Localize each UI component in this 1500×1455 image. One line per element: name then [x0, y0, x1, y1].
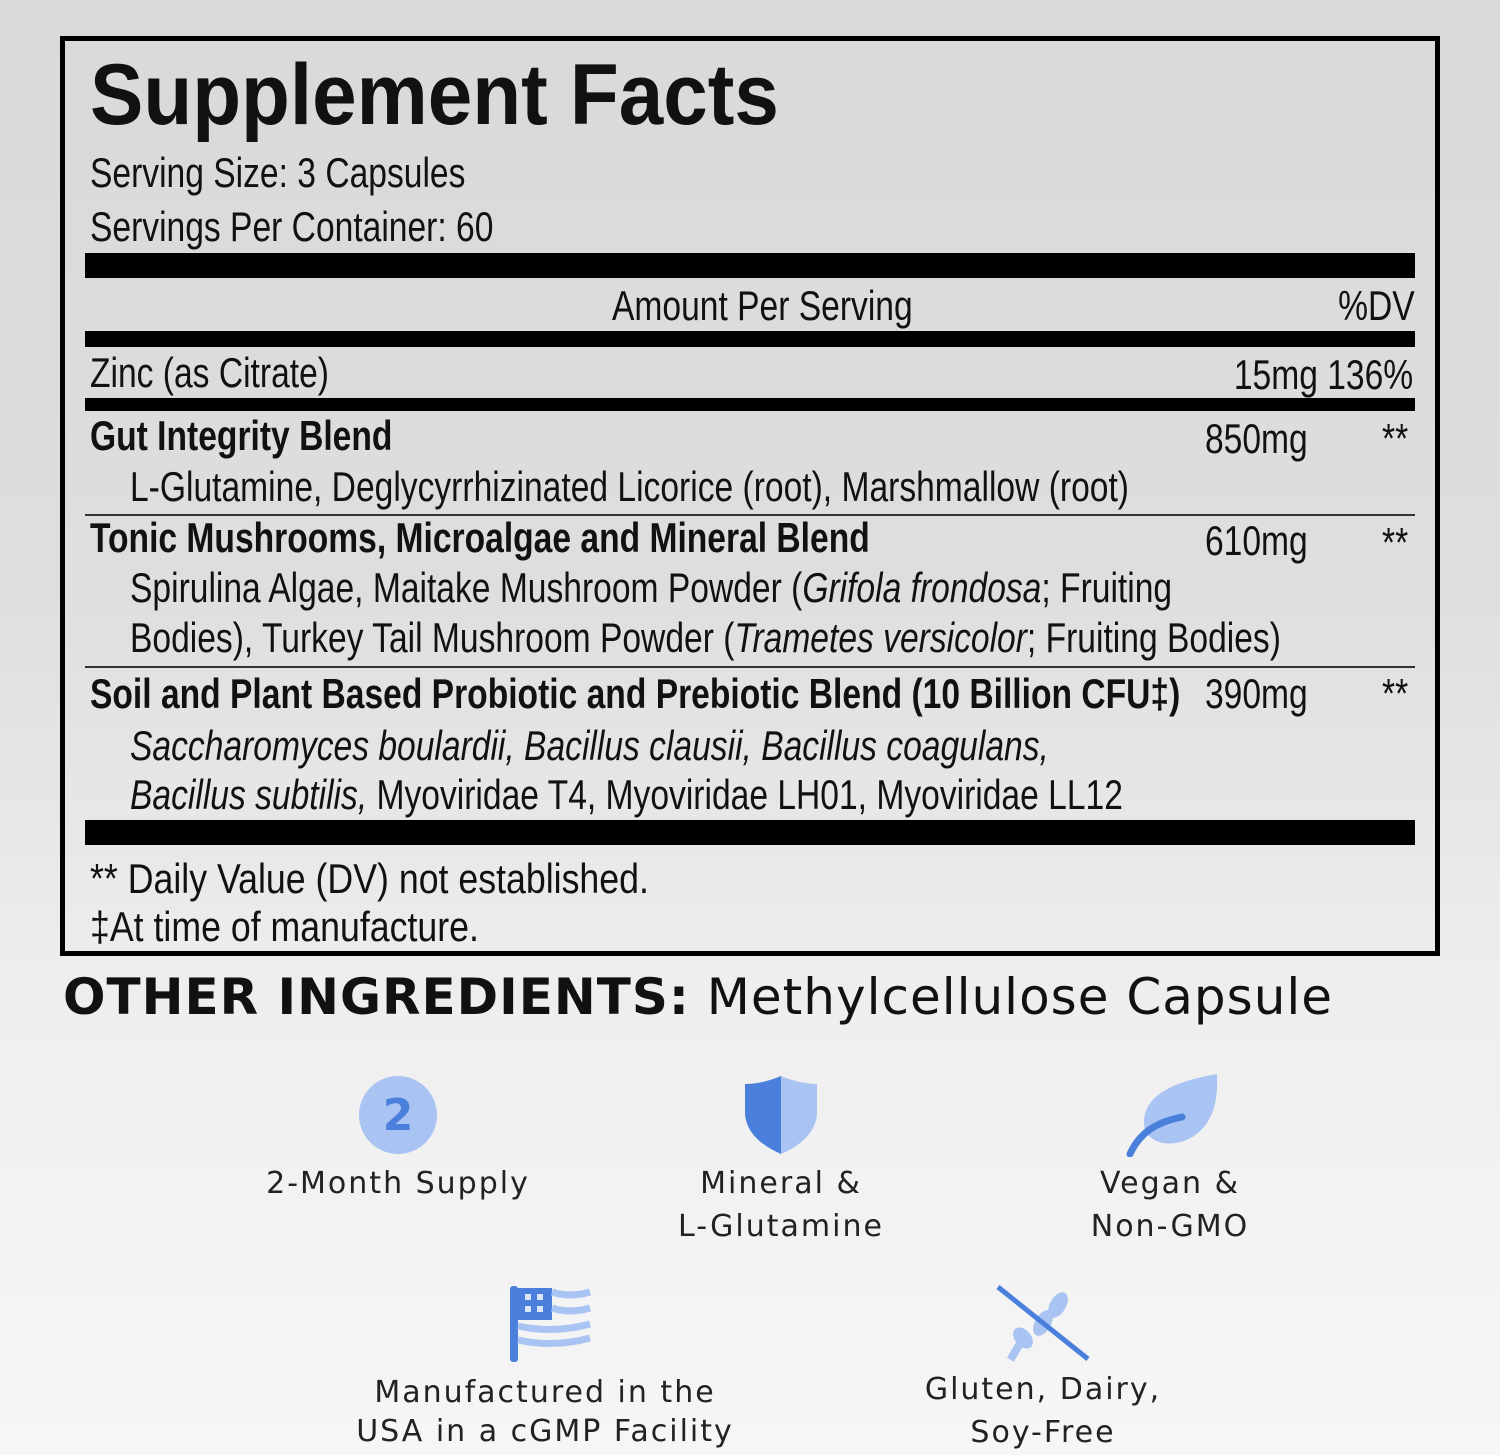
panel-title: Supplement Facts — [90, 47, 779, 143]
blend-dv: ** — [1382, 519, 1409, 566]
footnote-dv: ** Daily Value (DV) not established. — [90, 855, 649, 902]
blend-amount: 850mg — [1205, 415, 1308, 462]
thick-divider — [85, 820, 1415, 845]
us-flag-icon — [510, 1286, 592, 1362]
blend-ingredients: Bacillus subtilis, Myoviridae T4, Myovir… — [130, 771, 1123, 818]
medium-divider — [85, 331, 1415, 347]
medium-divider — [85, 398, 1415, 411]
badge-label-mineral: Mineral & L-Glutamine — [678, 1166, 884, 1244]
zinc-name: Zinc (as Citrate) — [90, 349, 329, 396]
dv-header: %DV — [1338, 282, 1415, 329]
badge-label-allergen-free: Gluten, Dairy, Soy-Free — [924, 1372, 1162, 1450]
shield-icon — [745, 1076, 817, 1154]
blend-ingredients: Saccharomyces boulardii, Bacillus clausi… — [130, 722, 1049, 769]
no-wheat-icon — [996, 1285, 1090, 1362]
thin-divider — [85, 514, 1415, 516]
blend-amount: 610mg — [1205, 517, 1308, 564]
blend-name: Soil and Plant Based Probiotic and Prebi… — [90, 670, 1181, 717]
thick-divider — [85, 253, 1415, 278]
leaf-icon — [1126, 1074, 1218, 1157]
badge-label-usa: Manufactured in the USA in a cGMP Facilit… — [356, 1375, 734, 1449]
blend-amount: 390mg — [1205, 670, 1308, 717]
servings-per-container: Servings Per Container: 60 — [90, 203, 494, 250]
blend-name: Tonic Mushrooms, Microalgae and Mineral … — [90, 514, 870, 561]
number-2-circle-icon: 2 — [359, 1076, 437, 1154]
serving-size: Serving Size: 3 Capsules — [90, 149, 466, 196]
blend-name: Gut Integrity Blend — [90, 412, 393, 459]
zinc-amount: 15mg 136% — [1233, 351, 1413, 398]
blend-ingredients: Spirulina Algae, Maitake Mushroom Powder… — [130, 564, 1173, 611]
supplement-facts-panel — [60, 36, 1440, 956]
blend-ingredients: L-Glutamine, Deglycyrrhizinated Licorice… — [130, 463, 1129, 510]
blend-dv: ** — [1382, 670, 1409, 717]
blend-ingredients: Bodies), Turkey Tail Mushroom Powder (Tr… — [130, 614, 1281, 661]
footnote-manufacture: ‡At time of manufacture. — [90, 903, 479, 950]
badge-label-supply: 2-Month Supply — [266, 1166, 530, 1201]
thin-divider — [85, 666, 1415, 668]
badge-label-vegan: Vegan & Non-GMO — [1090, 1166, 1250, 1244]
svg-text:2: 2 — [383, 1090, 414, 1141]
amount-per-serving-header: Amount Per Serving — [612, 282, 913, 329]
other-ingredients: OTHER INGREDIENTS: Methylcellulose Capsu… — [63, 968, 1334, 1026]
blend-dv: ** — [1382, 415, 1409, 462]
